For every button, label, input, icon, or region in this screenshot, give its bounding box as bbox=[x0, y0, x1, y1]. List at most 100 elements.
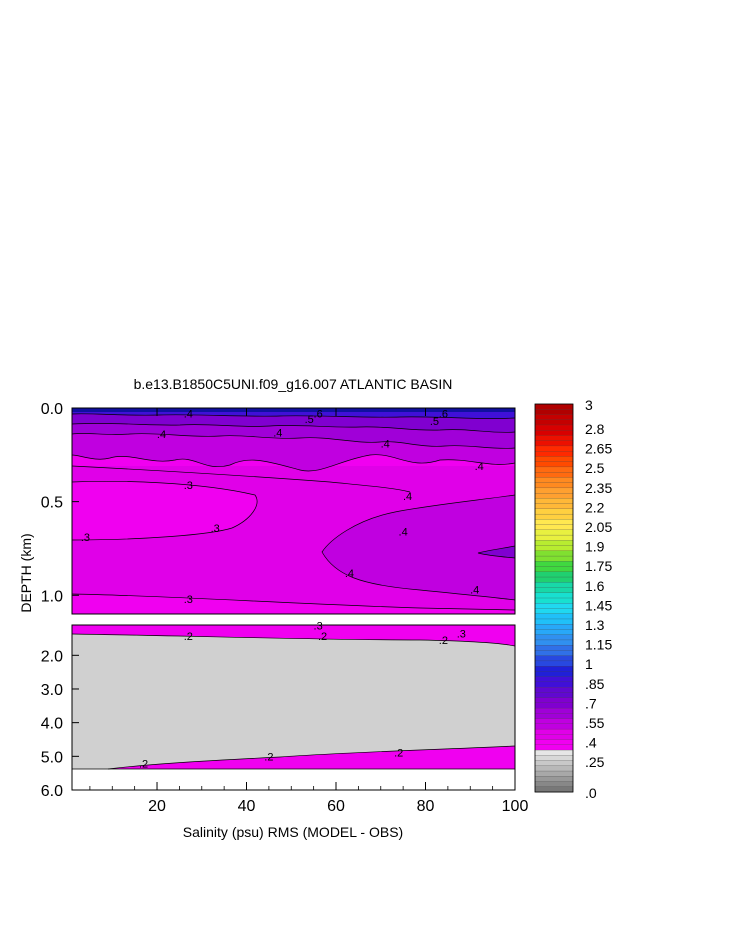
contour-label: .2 bbox=[139, 759, 148, 771]
colorbar-label: .55 bbox=[585, 715, 605, 731]
lower-panel-frame bbox=[71, 624, 516, 791]
contour-label: .5 bbox=[305, 414, 314, 426]
colorbar-swatch bbox=[534, 655, 574, 662]
colorbar-swatch bbox=[534, 445, 574, 452]
colorbar-swatch bbox=[534, 707, 574, 714]
colorbar-swatch bbox=[534, 430, 574, 436]
colorbar-label: .25 bbox=[585, 754, 605, 770]
colorbar-label: 2.2 bbox=[585, 499, 605, 515]
colorbar-swatch bbox=[534, 403, 574, 410]
colorbar-swatch bbox=[534, 461, 574, 468]
colorbar-swatch bbox=[534, 770, 574, 777]
colorbar-frame bbox=[534, 403, 574, 793]
colorbar-swatch bbox=[534, 576, 574, 583]
colorbar-label: .7 bbox=[585, 695, 597, 711]
colorbar-swatch bbox=[534, 582, 574, 588]
colorbar-swatch bbox=[534, 697, 574, 704]
contour-label: .4 bbox=[475, 461, 484, 473]
contour-label: .3 bbox=[184, 594, 193, 606]
colorbar-swatch bbox=[534, 624, 574, 630]
colorbar-swatch bbox=[534, 587, 574, 594]
contour-label: .6 bbox=[314, 409, 323, 421]
colorbar-swatch bbox=[534, 723, 574, 730]
colorbar-swatch bbox=[534, 781, 574, 788]
upper-panel bbox=[72, 408, 515, 614]
lower-panel bbox=[72, 625, 515, 790]
colorbar-swatch bbox=[534, 702, 574, 709]
contour-label: .4 bbox=[157, 429, 166, 441]
contour-label: .4 bbox=[345, 568, 354, 580]
colorbar-swatch bbox=[534, 739, 574, 746]
colorbar-swatch bbox=[534, 472, 574, 478]
contour-label: .3 bbox=[457, 628, 466, 640]
colorbar-swatch bbox=[534, 435, 574, 442]
contour-label: .5 bbox=[430, 416, 439, 428]
colorbar-swatch bbox=[534, 639, 574, 646]
colorbar-swatch bbox=[534, 503, 574, 510]
colorbar-swatch bbox=[534, 681, 574, 688]
contour-label: .4 bbox=[399, 527, 408, 539]
colorbar-swatch bbox=[534, 687, 574, 693]
colorbar-swatch bbox=[534, 566, 574, 573]
colorbar-swatch bbox=[534, 451, 574, 457]
colorbar-label: 2.35 bbox=[585, 480, 612, 496]
colorbar-swatch bbox=[534, 765, 574, 772]
contour-label: .3 bbox=[314, 620, 323, 632]
contour-fill-0.25-0.3-bottom bbox=[72, 594, 515, 614]
colorbar-label: 1.9 bbox=[585, 539, 605, 555]
colorbar-swatch bbox=[534, 749, 574, 756]
colorbar-swatch bbox=[534, 534, 574, 541]
colorbar-swatch bbox=[534, 597, 574, 604]
y-axis-label: DEPTH (km) bbox=[18, 533, 34, 612]
colorbar-swatch bbox=[534, 692, 574, 699]
x-axis-label: Salinity (psu) RMS (MODEL - OBS) bbox=[183, 824, 403, 840]
colorbar-label: 2.05 bbox=[585, 519, 612, 535]
land-mask bbox=[72, 634, 515, 769]
contour-label: .6 bbox=[439, 409, 448, 421]
colorbar-swatch bbox=[534, 603, 574, 609]
colorbar-swatch bbox=[534, 524, 574, 531]
colorbar-label: 2.65 bbox=[585, 441, 612, 457]
colorbar-swatch bbox=[534, 571, 574, 578]
contour-labels: .4.6.5.6.5.4.4.4.4.3.4.3.3.4.4.4.3.3.3.2… bbox=[81, 409, 484, 771]
y-tick-label: 6.0 bbox=[41, 783, 63, 800]
colorbar-label: 1.15 bbox=[585, 637, 612, 653]
x-tick-label: 20 bbox=[148, 798, 166, 815]
y-tick-label: 4.0 bbox=[41, 716, 63, 733]
colorbar-swatch bbox=[534, 666, 574, 672]
contour-label: .3 bbox=[211, 523, 220, 535]
contour-label: .2 bbox=[184, 631, 193, 643]
colorbar-swatch bbox=[534, 466, 574, 473]
y-tick-label: 5.0 bbox=[41, 749, 63, 766]
colorbar-label: 1.3 bbox=[585, 617, 605, 633]
contour-label: .4 bbox=[381, 439, 390, 451]
colorbar-swatch bbox=[534, 419, 574, 426]
contour-fill-bottom-water bbox=[108, 746, 515, 769]
colorbar-swatch bbox=[534, 456, 574, 463]
colorbar-swatch bbox=[534, 482, 574, 489]
colorbar-label: 1.75 bbox=[585, 558, 612, 574]
colorbar-swatch bbox=[534, 540, 574, 546]
colorbar-swatch bbox=[534, 519, 574, 526]
y-tick-label: 2.0 bbox=[41, 648, 63, 665]
colorbar-swatch bbox=[534, 477, 574, 484]
contour-label: .4 bbox=[184, 409, 193, 421]
contour-fill-0.5-right-tongue bbox=[478, 546, 515, 558]
colorbar-swatch bbox=[534, 660, 574, 667]
colorbar-swatch bbox=[534, 550, 574, 557]
colorbar-swatch bbox=[534, 555, 574, 562]
contour-fill-0.4-0.5 bbox=[322, 495, 515, 600]
colorbar-label: 1.6 bbox=[585, 578, 605, 594]
contour-label: .4 bbox=[273, 427, 282, 439]
y-tick-label: 1.0 bbox=[41, 588, 63, 605]
colorbar-swatch bbox=[534, 487, 574, 494]
colorbar-swatch bbox=[534, 513, 574, 520]
contour-label: .3 bbox=[184, 480, 193, 492]
contour-label: .4 bbox=[403, 491, 412, 503]
colorbar-swatch bbox=[534, 409, 574, 415]
colorbar-swatch bbox=[534, 671, 574, 678]
y-tick-label: 0.0 bbox=[41, 401, 63, 418]
colorbar-swatch bbox=[534, 545, 574, 552]
x-tick-label: 60 bbox=[327, 798, 345, 815]
contour-fill-0.25-0.3-left bbox=[72, 481, 258, 540]
